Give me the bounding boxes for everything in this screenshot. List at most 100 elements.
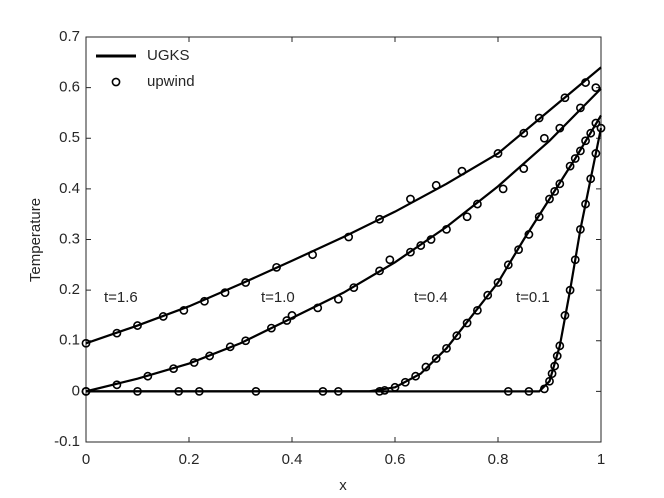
y-tick-label: -0.1 xyxy=(54,433,80,450)
marker xyxy=(545,194,554,204)
marker xyxy=(431,180,441,190)
x-tick-label: 0.8 xyxy=(488,451,509,468)
marker xyxy=(158,312,168,321)
marker xyxy=(452,331,462,341)
marker xyxy=(581,199,590,209)
marker xyxy=(375,266,384,276)
marker xyxy=(431,354,441,363)
marker xyxy=(205,351,214,361)
marker xyxy=(555,123,565,133)
marker xyxy=(560,93,570,103)
marker xyxy=(241,278,251,287)
marker xyxy=(503,386,513,396)
legend-marker xyxy=(111,77,121,87)
y-tick-label: 0.3 xyxy=(59,230,80,247)
marker xyxy=(333,386,343,396)
marker xyxy=(539,133,549,143)
marker xyxy=(519,128,529,138)
marker xyxy=(169,364,178,373)
x-axis-label: x xyxy=(339,477,347,494)
curve-label: t=0.4 xyxy=(414,289,448,306)
marker xyxy=(555,179,565,189)
marker xyxy=(560,311,570,320)
marker xyxy=(483,290,493,300)
marker xyxy=(112,328,122,338)
marker xyxy=(442,224,451,234)
y-tick-label: 0.1 xyxy=(59,332,80,349)
marker xyxy=(493,278,503,287)
marker xyxy=(570,154,580,163)
marker xyxy=(503,260,513,270)
marker xyxy=(421,362,431,372)
marker xyxy=(576,103,585,113)
marker xyxy=(442,343,451,353)
y-tick-label: 0.6 xyxy=(59,79,80,96)
marker xyxy=(524,230,534,239)
marker xyxy=(591,83,601,93)
marker xyxy=(406,247,415,257)
curve-label: t=1.6 xyxy=(104,289,138,306)
marker xyxy=(375,386,384,396)
marker xyxy=(457,166,467,176)
marker xyxy=(519,164,529,174)
x-tick-label: 0.2 xyxy=(179,451,200,468)
marker xyxy=(493,149,503,158)
marker xyxy=(596,123,606,133)
legend-label: UGKS xyxy=(147,47,190,64)
marker xyxy=(220,288,230,298)
marker xyxy=(498,184,508,194)
y-tick-label: 0 xyxy=(72,382,80,399)
marker xyxy=(576,146,585,156)
x-tick-label: 1 xyxy=(597,451,605,468)
marker xyxy=(189,358,199,367)
x-tick-label: 0.4 xyxy=(282,451,303,468)
marker xyxy=(133,386,142,396)
marker xyxy=(472,305,482,315)
curve-label: t=0.1 xyxy=(516,289,550,306)
marker xyxy=(586,128,596,138)
x-tick-label: 0.6 xyxy=(385,451,406,468)
marker xyxy=(591,149,601,158)
y-tick-label: 0.7 xyxy=(59,28,80,45)
marker xyxy=(318,386,328,396)
marker xyxy=(266,323,276,333)
marker xyxy=(380,385,390,395)
marker xyxy=(539,384,549,394)
marker xyxy=(581,136,590,146)
marker xyxy=(552,351,562,361)
marker xyxy=(576,224,585,234)
marker xyxy=(287,311,297,320)
marker xyxy=(385,255,395,265)
curve-label: t=1.0 xyxy=(261,289,295,306)
marker xyxy=(591,118,601,128)
marker xyxy=(565,285,575,295)
curve-line xyxy=(85,87,602,393)
marker xyxy=(426,235,436,244)
marker xyxy=(225,342,235,352)
y-tick-label: 0.5 xyxy=(59,129,80,146)
marker xyxy=(179,305,189,315)
y-tick-label: 0.2 xyxy=(59,281,80,298)
marker xyxy=(406,194,415,204)
curve-line xyxy=(86,114,602,393)
marker xyxy=(555,341,565,351)
marker xyxy=(194,386,204,396)
marker xyxy=(472,199,482,209)
y-axis-label: Temperature xyxy=(27,198,44,282)
marker xyxy=(416,241,426,250)
marker xyxy=(534,212,544,222)
marker xyxy=(272,262,281,272)
marker xyxy=(534,113,544,123)
marker xyxy=(586,174,596,184)
marker xyxy=(550,187,560,196)
y-tick-label: 0.4 xyxy=(59,180,80,197)
marker xyxy=(514,245,523,255)
marker xyxy=(241,336,251,346)
marker xyxy=(112,380,122,390)
marker xyxy=(81,386,91,396)
marker xyxy=(375,214,384,224)
marker xyxy=(462,318,472,328)
legend-label: upwind xyxy=(147,73,195,90)
